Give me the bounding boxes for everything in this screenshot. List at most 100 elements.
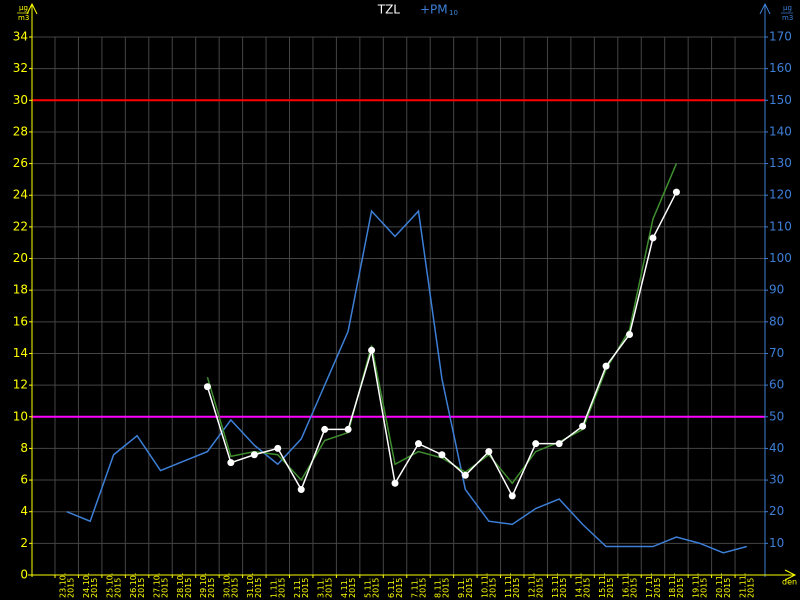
data-point bbox=[250, 451, 258, 459]
x-tick-year: 2015 bbox=[113, 578, 122, 598]
data-point bbox=[203, 383, 211, 391]
x-tick-label: 17.11. bbox=[645, 573, 654, 598]
y-unit: µg bbox=[19, 4, 28, 12]
x-tick-label: 9.11. bbox=[457, 578, 466, 598]
y-tick-label: 22 bbox=[13, 219, 28, 233]
y-unit-bottom: m3 bbox=[18, 14, 29, 22]
data-point bbox=[485, 448, 493, 456]
y2-tick-label: 50 bbox=[769, 409, 784, 423]
data-point bbox=[391, 479, 399, 487]
x-tick-label: 15.11. bbox=[598, 573, 607, 598]
x-tick-label: 25.10. bbox=[105, 573, 114, 598]
x-tick-label: 28.10. bbox=[176, 573, 185, 598]
y2-tick-label: 170 bbox=[769, 30, 792, 44]
y-tick-label: 4 bbox=[20, 504, 28, 518]
data-point bbox=[532, 440, 540, 448]
data-point bbox=[649, 234, 657, 242]
x-tick-year: 2015 bbox=[254, 578, 263, 598]
x-tick-label: 14.11. bbox=[574, 573, 583, 598]
data-point bbox=[579, 422, 587, 430]
x-tick-year: 2015 bbox=[278, 578, 287, 598]
x-tick-year: 2015 bbox=[465, 578, 474, 598]
y2-tick-label: 130 bbox=[769, 156, 792, 170]
x-tick-label: 10.11. bbox=[481, 573, 490, 598]
x-tick-year: 2015 bbox=[418, 578, 427, 598]
y-tick-label: 24 bbox=[13, 188, 28, 202]
data-point bbox=[626, 330, 634, 338]
data-point bbox=[414, 440, 422, 448]
y2-unit-bottom: m3 bbox=[782, 14, 793, 22]
x-tick-label: 13.11. bbox=[551, 573, 560, 598]
y-tick-label: 14 bbox=[13, 346, 28, 360]
x-tick-label: 18.11. bbox=[668, 573, 677, 598]
y-tick-label: 30 bbox=[13, 93, 28, 107]
y-tick-label: 16 bbox=[13, 314, 28, 328]
x-tick-year: 2015 bbox=[301, 578, 310, 598]
x-tick-year: 2015 bbox=[582, 578, 591, 598]
y2-tick-label: 40 bbox=[769, 441, 784, 455]
x-tick-label: 7.11. bbox=[410, 578, 419, 598]
y2-tick-label: 120 bbox=[769, 188, 792, 202]
y2-tick-label: 90 bbox=[769, 283, 784, 297]
x-tick-label: 5.11. bbox=[363, 578, 372, 598]
y2-tick-label: 160 bbox=[769, 61, 792, 75]
y-tick-label: 20 bbox=[13, 251, 28, 265]
x-tick-year: 2015 bbox=[90, 578, 99, 598]
y2-axis-arrow bbox=[759, 2, 771, 15]
x-tick-label: 4.11. bbox=[340, 578, 349, 598]
y-tick-label: 8 bbox=[20, 441, 28, 455]
x-tick-label: 19.11. bbox=[692, 573, 701, 598]
y2-tick-label: 20 bbox=[769, 504, 784, 518]
data-point bbox=[672, 188, 680, 196]
y-tick-label: 12 bbox=[13, 378, 28, 392]
y2-tick-label: 70 bbox=[769, 346, 784, 360]
x-tick-year: 2015 bbox=[747, 578, 756, 598]
data-point bbox=[461, 471, 469, 479]
x-tick-year: 2015 bbox=[606, 578, 615, 598]
y-tick-label: 0 bbox=[20, 568, 28, 582]
x-tick-year: 2015 bbox=[184, 578, 193, 598]
x-tick-year: 2015 bbox=[512, 578, 521, 598]
y-tick-label: 10 bbox=[13, 409, 28, 423]
data-point bbox=[555, 440, 563, 448]
y-axis-arrow bbox=[26, 2, 38, 15]
x-tick-year: 2015 bbox=[559, 578, 568, 598]
x-tick-year: 2015 bbox=[137, 578, 146, 598]
x-tick-label: 8.11. bbox=[434, 578, 443, 598]
y-tick-label: 2 bbox=[20, 536, 28, 550]
y-tick-label: 18 bbox=[13, 283, 28, 297]
x-tick-year: 2015 bbox=[160, 578, 169, 598]
series-line bbox=[66, 209, 747, 554]
x-tick-year: 2015 bbox=[629, 578, 638, 598]
x-tick-year: 2015 bbox=[536, 578, 545, 598]
data-point bbox=[274, 444, 282, 452]
y-tick-label: 6 bbox=[20, 473, 28, 487]
chart-title-sub: 10 bbox=[449, 9, 458, 17]
x-tick-label: 27.10. bbox=[152, 573, 161, 598]
x-tick-year: 2015 bbox=[324, 578, 333, 598]
x-tick-year: 2015 bbox=[371, 578, 380, 598]
y2-tick-label: 80 bbox=[769, 314, 784, 328]
x-tick-year: 2015 bbox=[442, 578, 451, 598]
x-tick-label: 26.10. bbox=[129, 573, 138, 598]
data-point bbox=[368, 346, 376, 354]
x-axis-label: den bbox=[782, 578, 797, 587]
y-tick-label: 28 bbox=[13, 124, 28, 138]
x-tick-label: 2.11. bbox=[293, 578, 302, 598]
x-tick-label: 20.11. bbox=[715, 573, 724, 598]
x-tick-label: 21.11. bbox=[739, 573, 748, 598]
x-tick-year: 2015 bbox=[489, 578, 498, 598]
data-point bbox=[297, 486, 305, 494]
x-tick-label: 23.10. bbox=[59, 573, 68, 598]
axes bbox=[26, 2, 797, 581]
labels: 0246810121416182022242628303234102030405… bbox=[13, 30, 792, 599]
x-tick-year: 2015 bbox=[653, 578, 662, 598]
y2-tick-label: 60 bbox=[769, 378, 784, 392]
x-tick-year: 2015 bbox=[207, 578, 216, 598]
x-tick-label: 11.11. bbox=[504, 573, 513, 598]
data-point bbox=[321, 425, 329, 433]
data-point bbox=[227, 459, 235, 467]
x-tick-label: 6.11. bbox=[387, 578, 396, 598]
